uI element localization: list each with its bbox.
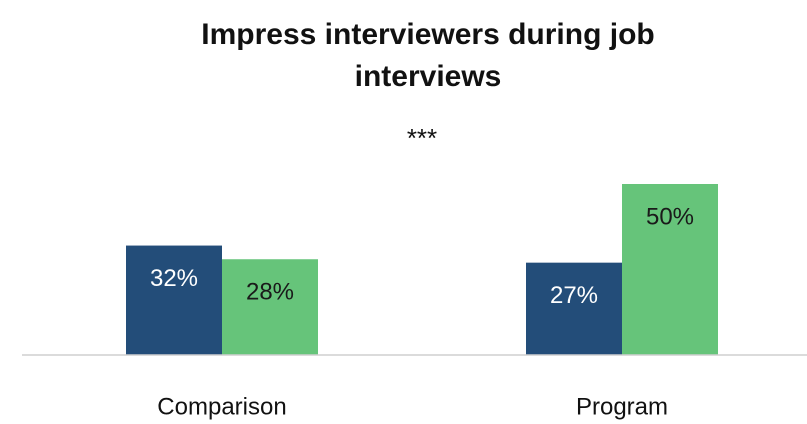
bar — [126, 245, 222, 355]
data-label: 32% — [150, 265, 198, 292]
chart-title: Impress interviewers during job intervie… — [201, 18, 655, 93]
bar — [622, 184, 718, 355]
bar — [526, 262, 622, 355]
data-label: 50% — [646, 203, 694, 230]
bar — [222, 259, 318, 355]
data-label: 28% — [246, 279, 294, 306]
annotation: *** — [407, 123, 437, 153]
x-tick-label: Program — [576, 393, 668, 420]
x-tick-label: Comparison — [157, 393, 286, 420]
data-label: 27% — [550, 282, 598, 309]
